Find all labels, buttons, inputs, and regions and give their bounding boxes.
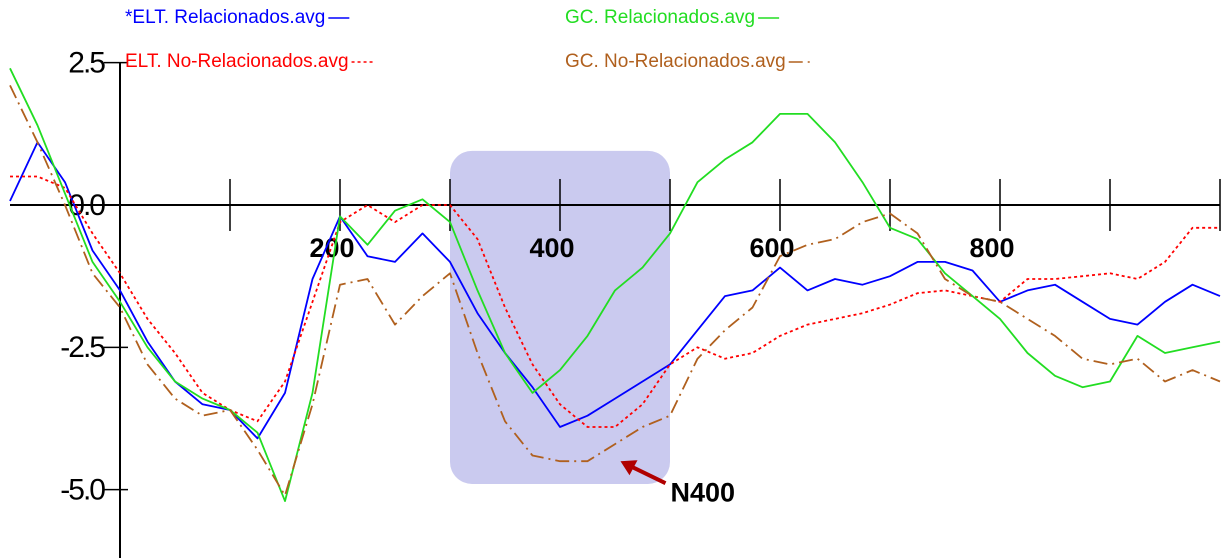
highlight-region xyxy=(450,150,670,484)
legend-label: GC. No-Relacionados.avg xyxy=(565,51,786,72)
series-line xyxy=(9,85,1221,497)
x-tick-label: 400 xyxy=(529,233,574,263)
annotation-arrowhead xyxy=(620,460,638,476)
x-tick-label: 800 xyxy=(969,233,1014,263)
annotation-label: N400 xyxy=(671,477,736,507)
y-tick-label: -5.0 xyxy=(60,474,105,507)
y-tick-label: 2.5 xyxy=(68,47,105,80)
legend-label: ELT. No-Relacionados.avg xyxy=(125,51,349,72)
y-tick-label: -2.5 xyxy=(60,331,105,364)
legend-label: GC. Relacionados.avg xyxy=(565,7,755,28)
legend-label: *ELT. Relacionados.avg xyxy=(125,7,325,28)
x-tick-label: 600 xyxy=(749,233,794,263)
series-line xyxy=(10,175,1220,428)
x-tick-label: 200 xyxy=(309,233,354,263)
annotation-arrow xyxy=(629,464,667,486)
series-line xyxy=(9,141,1221,440)
series-line xyxy=(9,67,1221,502)
